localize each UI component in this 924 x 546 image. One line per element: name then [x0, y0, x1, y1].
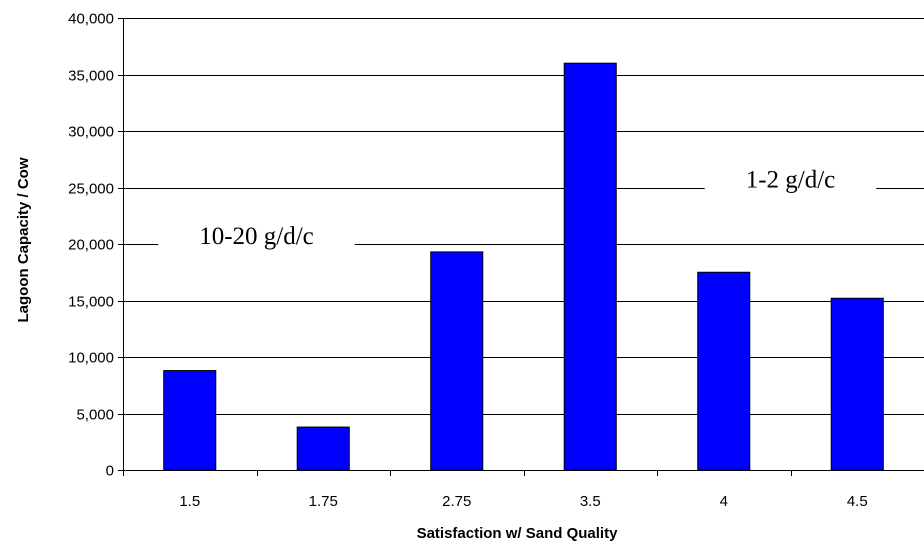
x-tick-label: 2.75 [442, 493, 471, 510]
annotation-label: 10-20 g/d/c [199, 223, 314, 250]
axes [123, 18, 924, 471]
y-tick-label: 0 [106, 463, 114, 480]
x-tick-label: 1.75 [309, 493, 338, 510]
y-tick-label: 10,000 [68, 350, 114, 367]
ticks: 0 5,000 10,000 15,000 20,000 25,000 30,000 35,0… [68, 11, 868, 511]
gridlines [123, 18, 924, 415]
bar [163, 370, 217, 471]
bar [430, 251, 484, 471]
y-tick-label: 25,000 [68, 181, 114, 198]
y-axis-title: Lagoon Capacity / Cow [15, 157, 32, 322]
annotation-background [704, 167, 877, 208]
x-axis-title: Satisfaction w/ Sand Quality [417, 525, 619, 542]
x-tick-label: 3.5 [580, 493, 601, 510]
bar [697, 271, 751, 471]
y-tick-label: 20,000 [68, 237, 114, 254]
x-tick-label: 4.5 [847, 493, 868, 510]
y-tick-label: 30,000 [68, 124, 114, 141]
annotation-label: 1-2 g/d/c [746, 167, 836, 194]
bar [296, 426, 350, 471]
y-tick-label: 15,000 [68, 294, 114, 311]
y-tick-label: 35,000 [68, 68, 114, 85]
bars [163, 62, 884, 471]
annotations: 10-20 g/d/c 1-2 g/d/c [158, 167, 877, 264]
y-tick-label: 5,000 [76, 407, 114, 424]
y-tick-label: 40,000 [68, 11, 114, 28]
x-tick-label: 4 [720, 493, 728, 510]
bar [830, 297, 884, 471]
bar [563, 62, 617, 471]
x-tick-label: 1.5 [179, 493, 200, 510]
annotation-background [158, 224, 355, 264]
